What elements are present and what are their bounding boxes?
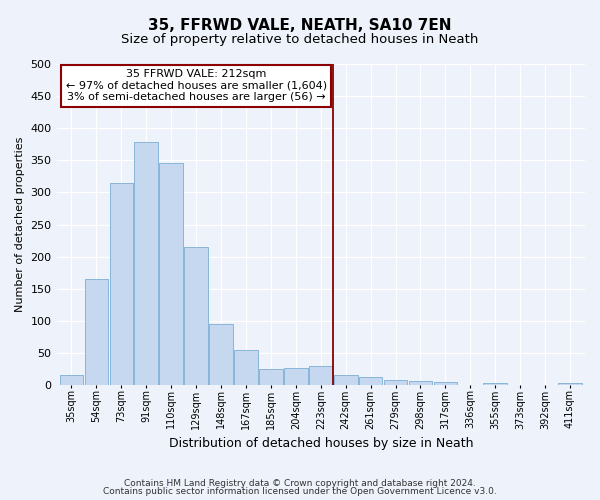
Bar [85,279,108,385]
Bar [558,383,582,385]
Bar [359,378,382,385]
Bar [284,368,308,385]
Bar [234,350,258,385]
Bar [59,376,83,385]
X-axis label: Distribution of detached houses by size in Neath: Distribution of detached houses by size … [169,437,473,450]
Bar [134,142,158,385]
Bar [259,369,283,385]
Y-axis label: Number of detached properties: Number of detached properties [15,137,25,312]
Bar [184,247,208,385]
Text: Size of property relative to detached houses in Neath: Size of property relative to detached ho… [121,32,479,46]
Bar [384,380,407,385]
Bar [309,366,332,385]
Text: 35, FFRWD VALE, NEATH, SA10 7EN: 35, FFRWD VALE, NEATH, SA10 7EN [148,18,452,32]
Text: Contains public sector information licensed under the Open Government Licence v3: Contains public sector information licen… [103,487,497,496]
Bar [110,183,133,385]
Bar [209,324,233,385]
Text: 35 FFRWD VALE: 212sqm
← 97% of detached houses are smaller (1,604)
3% of semi-de: 35 FFRWD VALE: 212sqm ← 97% of detached … [65,69,326,102]
Bar [334,376,358,385]
Bar [484,383,507,385]
Bar [160,163,183,385]
Text: Contains HM Land Registry data © Crown copyright and database right 2024.: Contains HM Land Registry data © Crown c… [124,478,476,488]
Bar [434,382,457,385]
Bar [409,382,433,385]
